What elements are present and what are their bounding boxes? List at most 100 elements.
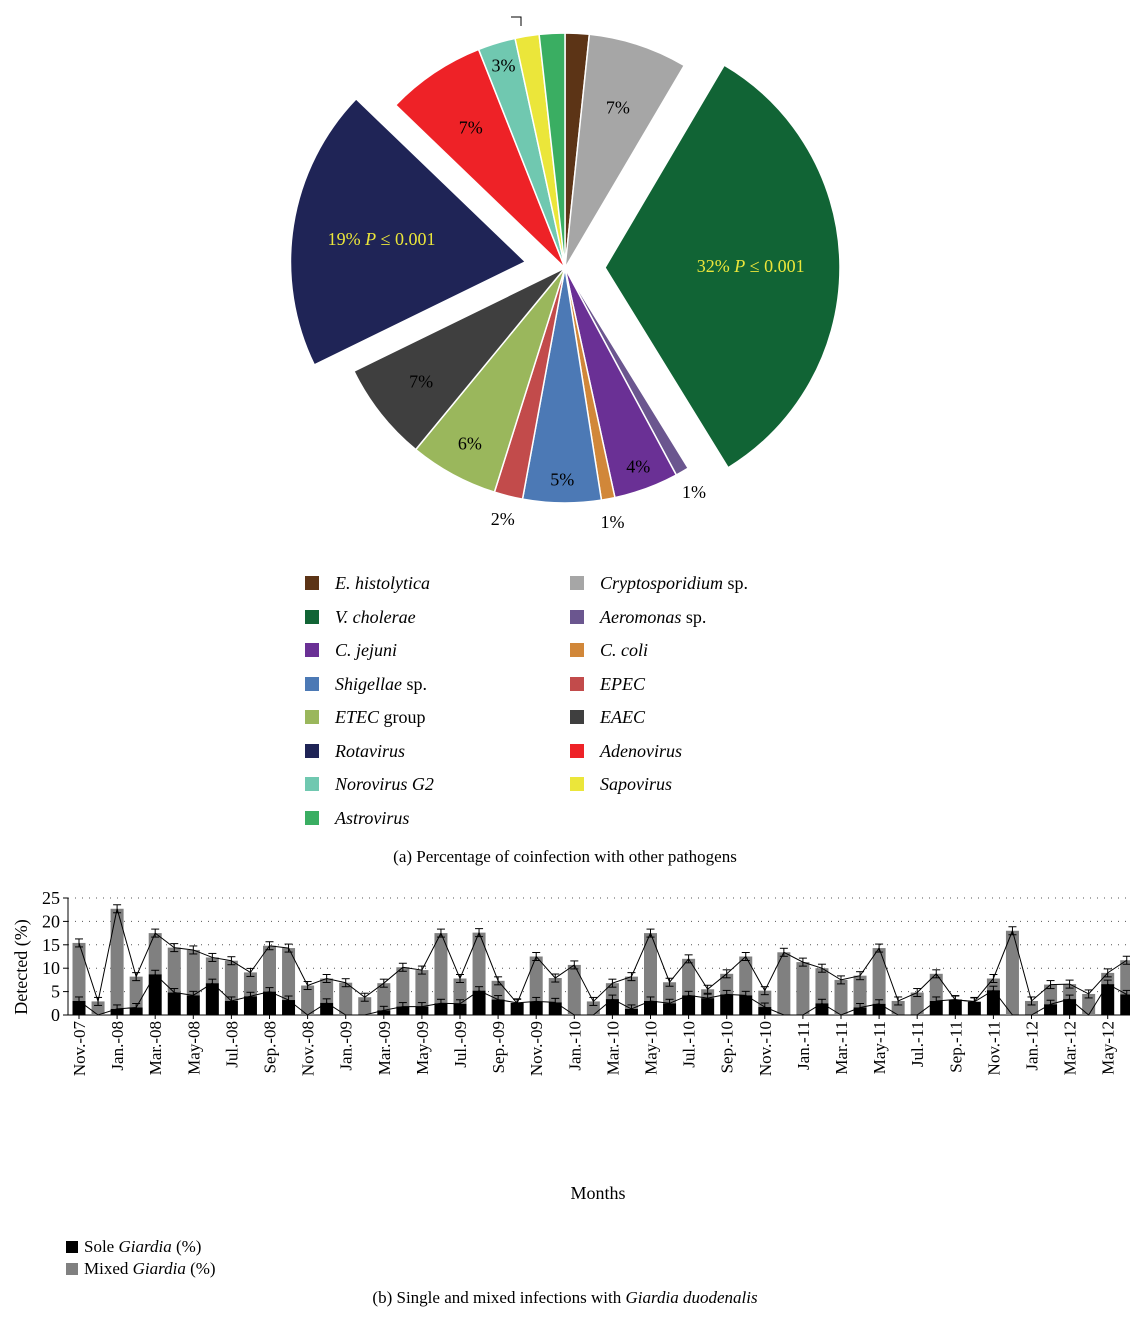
legend-swatch — [305, 576, 319, 590]
x-axis-label: Months — [570, 1183, 625, 1203]
bar-mixed — [986, 978, 1000, 991]
trend-line-sole — [78, 973, 1127, 1016]
pie-label-c-jejuni: 4% — [626, 456, 650, 476]
legend-item-cryptosporidium-sp: Cryptosporidium sp. — [570, 572, 748, 594]
x-tick-label: Mar.-08 — [146, 1021, 165, 1075]
x-tick-label: May-12 — [1099, 1021, 1118, 1075]
legend-item-sole: Sole Giardia (%) — [66, 1236, 216, 1258]
bar-mixed — [377, 983, 391, 1011]
bar-mixed — [796, 962, 810, 1015]
legend-item-norovirus-g2: Norovirus G2 — [305, 773, 434, 795]
x-tick-label: May-09 — [413, 1021, 432, 1075]
pie-slice-v-cholerae — [604, 64, 841, 469]
bar-mixed — [72, 942, 86, 1001]
x-tick-label: Sep.-09 — [489, 1021, 508, 1073]
x-tick-label: Jul.-10 — [680, 1021, 699, 1068]
caption-b-italic: Giardia duodenalis — [625, 1288, 758, 1307]
legend-prefix: Sole — [84, 1237, 119, 1256]
bar-mixed — [91, 1001, 105, 1015]
legend-item-eaec: EAEC — [570, 706, 645, 728]
y-axis-label: Detected (%) — [11, 919, 32, 1014]
bar-mixed — [815, 968, 829, 1004]
legend-label: Rotavirus — [335, 740, 405, 761]
bar-legend: Sole Giardia (%) Mixed Giardia (%) — [66, 1236, 216, 1280]
x-tick-label: Mar.-09 — [375, 1021, 394, 1075]
pie-label-rotavirus: 19% P ≤ 0.001 — [328, 229, 436, 249]
legend-italic: Giardia — [132, 1259, 186, 1278]
bar-sole — [872, 1003, 886, 1015]
pie-slice-eaec — [352, 267, 566, 451]
pie-label-c-coli: 1% — [601, 512, 625, 532]
legend-label: Adenovirus — [600, 740, 682, 761]
legend-swatch — [305, 743, 319, 758]
legend-swatch — [305, 777, 319, 791]
bar-mixed — [224, 960, 238, 1001]
bar-mixed — [624, 976, 638, 1009]
bar-mixed — [529, 956, 543, 1002]
x-tick-label: Jul.-08 — [222, 1021, 241, 1068]
bar-mixed — [339, 982, 353, 1015]
bar-chart: 0 5 10 15 20 25 Nov.-07 Jan.-08 Mar.-08 May-08 Ju… — [11, 888, 1130, 1203]
legend-swatch-sole — [66, 1241, 78, 1253]
bar-sole — [529, 1001, 543, 1015]
bar-mixed — [167, 947, 181, 993]
bar-mixed — [129, 976, 143, 1008]
legend-swatch — [570, 609, 584, 624]
bar-mixed — [663, 982, 677, 1004]
x-tick-label: May-10 — [642, 1021, 661, 1075]
legend-item-c-jejuni: C. jejuni — [305, 639, 397, 661]
bar-mixed — [1101, 972, 1115, 985]
y-tick-label: 15 — [42, 935, 60, 955]
pie-label-etec-group: 6% — [458, 434, 482, 454]
bar-mixed — [472, 932, 486, 991]
bar-mixed — [453, 978, 467, 1004]
pie-label-aeromonas-sp: 1% — [682, 482, 706, 502]
legend-item-astrovirus: Astrovirus — [305, 807, 409, 829]
pie-slice-rotavirus — [289, 97, 527, 366]
x-tick-label: May-08 — [184, 1021, 203, 1075]
bar-mixed — [853, 975, 867, 1008]
x-tick-label: Jan.-11 — [794, 1021, 813, 1070]
bar-sole — [148, 974, 162, 1015]
bar-mixed — [929, 973, 943, 1001]
bar-sole — [453, 1003, 467, 1015]
pie-slice-astrovirus — [538, 32, 566, 269]
legend-label: V. cholerae — [335, 606, 416, 627]
legend-item-rotavirus: Rotavirus — [305, 740, 405, 762]
bar-sole — [186, 995, 200, 1015]
bar-mixed — [548, 978, 562, 1003]
bar-mixed — [320, 978, 334, 1003]
bar-mixed — [301, 985, 315, 1015]
legend-label: E. histolytica — [335, 573, 430, 593]
pie-slice-cryptosporidium-sp — [564, 33, 686, 269]
sapovirus-leader-line — [511, 16, 522, 26]
bar-mixed — [205, 957, 219, 984]
legend-label: C. jejuni — [335, 640, 397, 660]
x-tick-label: Jan.-08 — [108, 1021, 127, 1071]
x-tick-label: Nov.-10 — [756, 1021, 775, 1076]
legend-label-suffix: group — [379, 707, 426, 727]
x-tick-label: Jul.-09 — [451, 1021, 470, 1068]
legend-swatch — [570, 710, 584, 724]
x-tick-label: Nov.-08 — [299, 1021, 318, 1076]
legend-swatch — [305, 810, 319, 825]
bar-sole — [682, 995, 696, 1015]
legend-swatch — [305, 710, 319, 724]
legend-item-etec-group: ETEC group — [305, 706, 426, 728]
legend-swatch — [570, 643, 584, 657]
x-tick-label: Nov.-09 — [527, 1021, 546, 1076]
legend-swatch — [305, 609, 319, 624]
x-tick-label: Nov.-07 — [70, 1021, 89, 1077]
legend-prefix: Mixed — [84, 1259, 133, 1278]
legend-swatch — [570, 777, 584, 791]
legend-item-mixed: Mixed Giardia (%) — [66, 1258, 216, 1280]
legend-label: EAEC — [600, 707, 645, 727]
legend-item-epec: EPEC — [570, 673, 645, 695]
bar-sole — [739, 995, 753, 1015]
legend-label: Norovirus G2 — [335, 774, 434, 794]
x-tick-label: Mar.-10 — [603, 1021, 622, 1075]
y-tick-label: 25 — [42, 888, 60, 908]
bar-sole — [1120, 994, 1130, 1015]
bar-sole — [472, 990, 486, 1015]
